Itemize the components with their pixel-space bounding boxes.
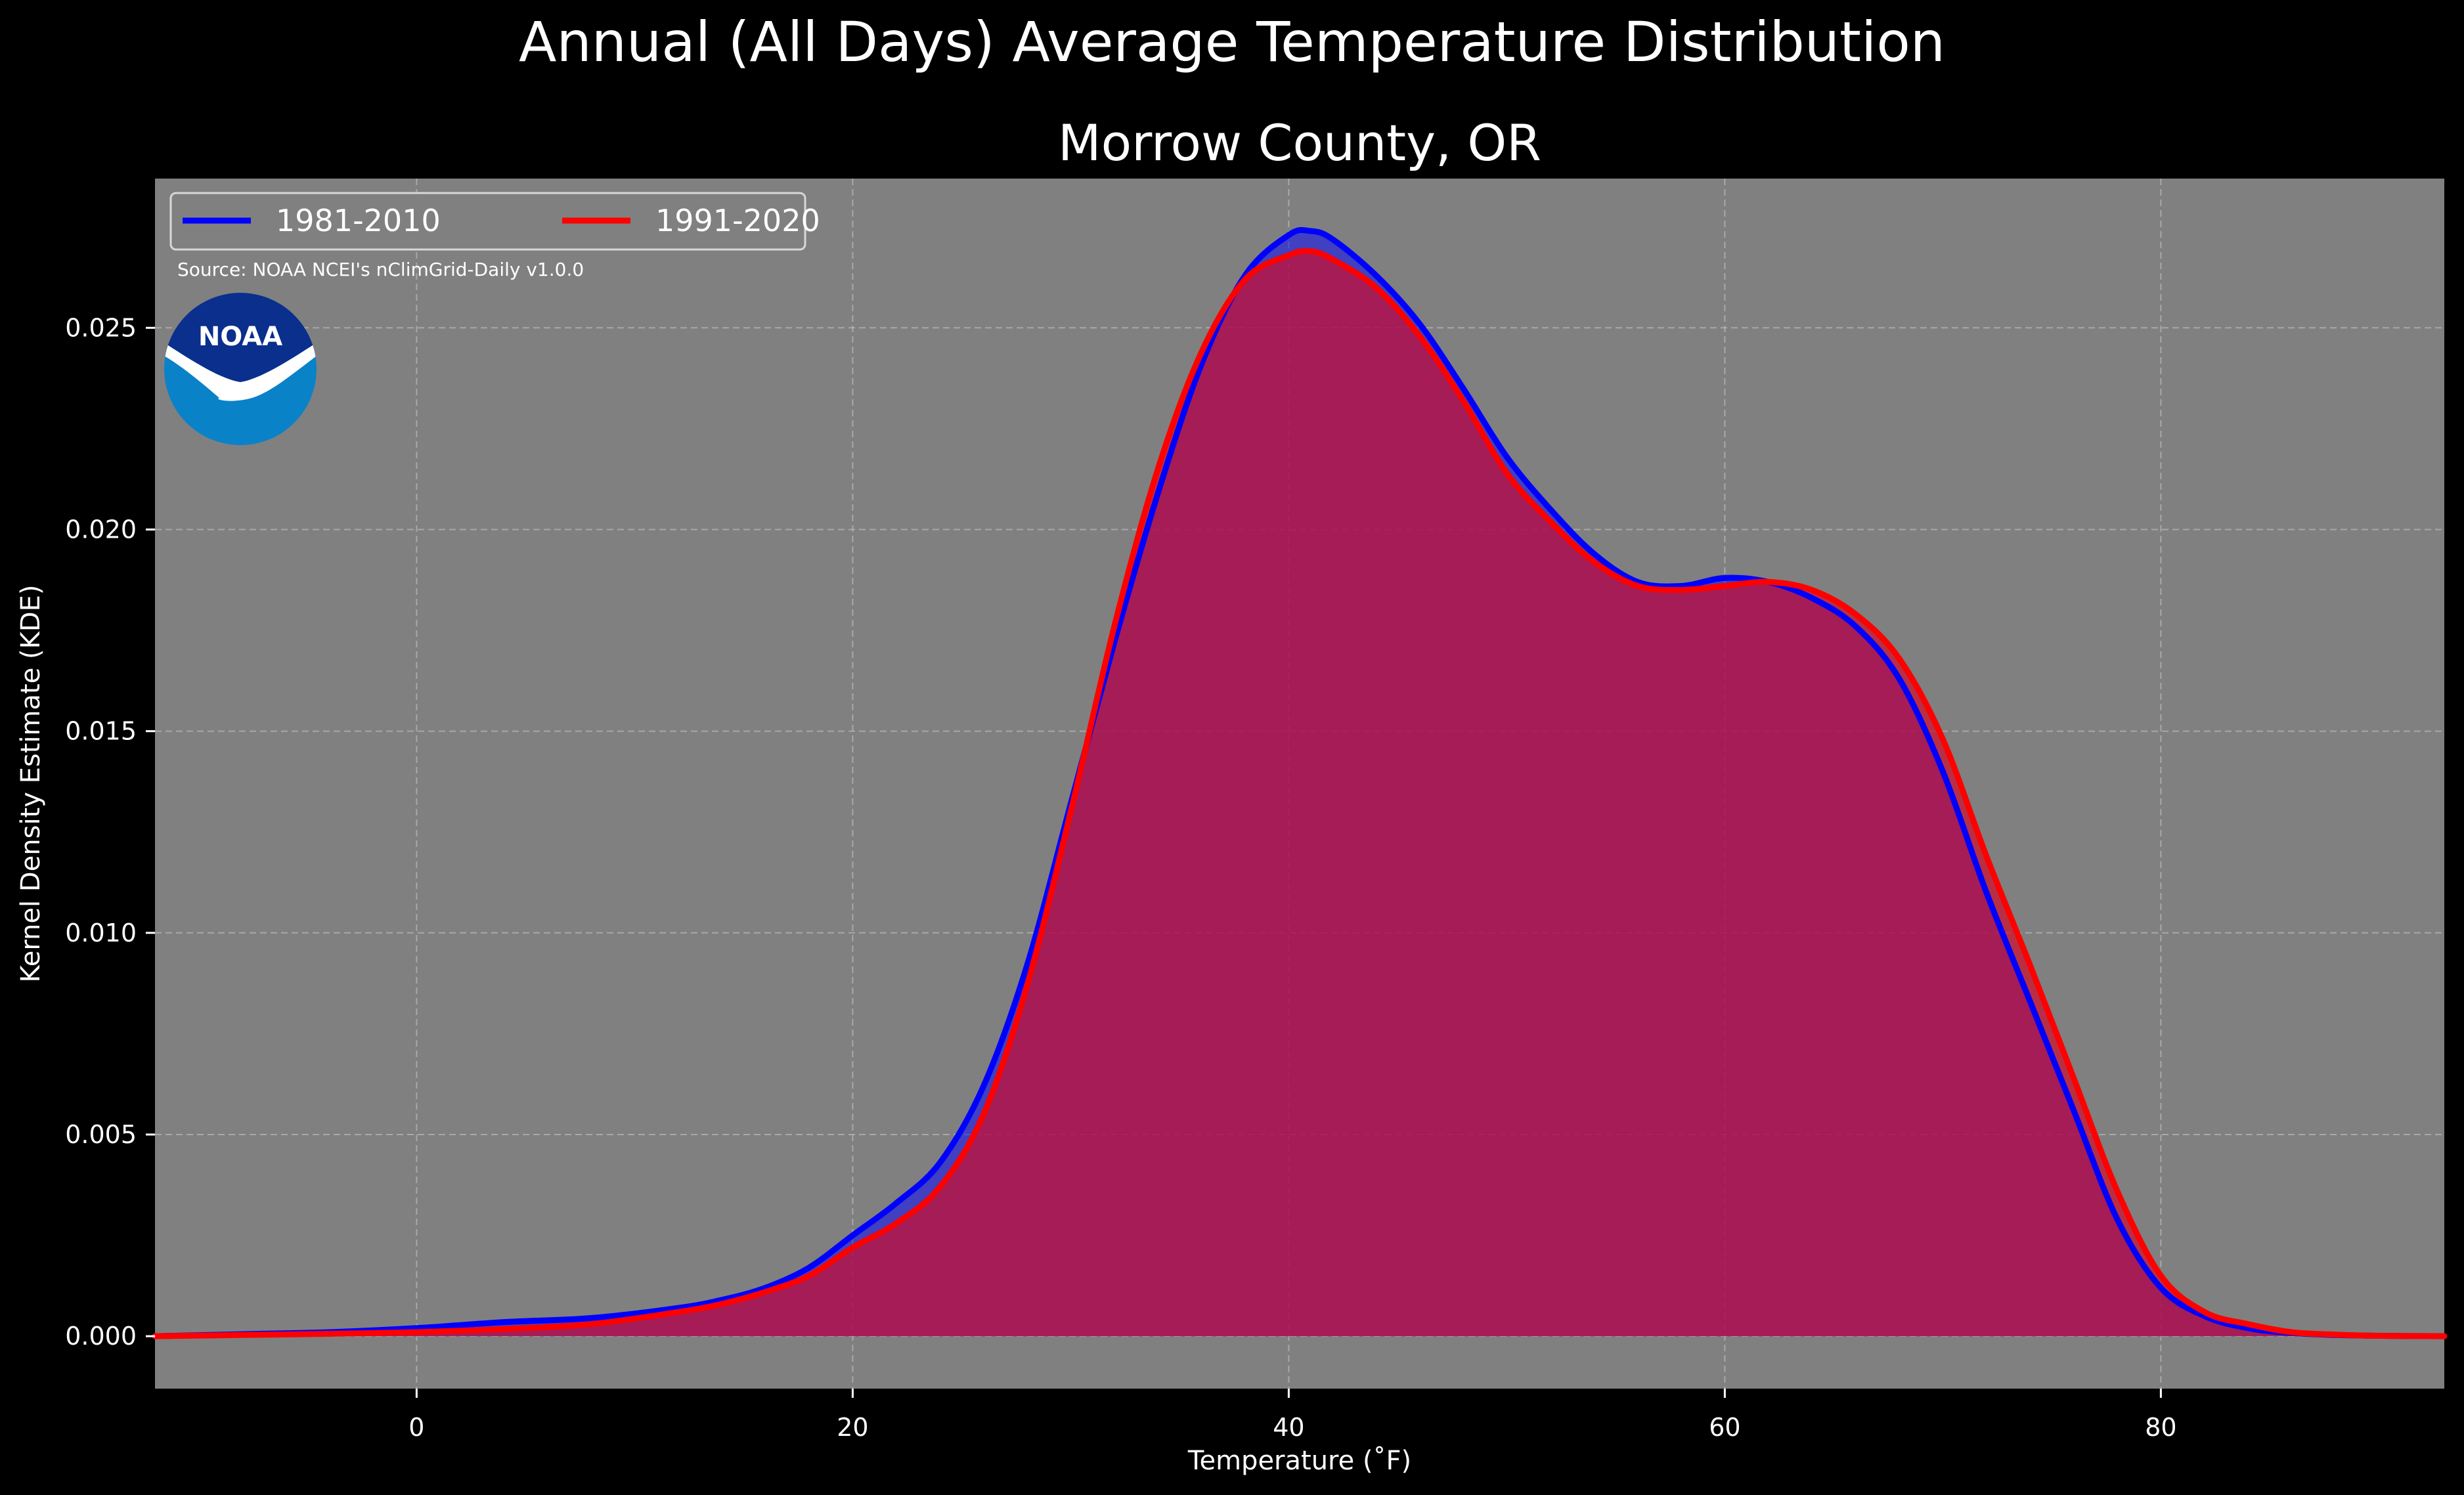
legend-label: 1981-2010 — [276, 203, 441, 238]
x-axis-label: Temperature (˚F) — [1187, 1446, 1411, 1476]
density-overlap-fill — [155, 251, 2444, 1337]
logo-text: NOAA — [198, 322, 282, 352]
density-fill — [155, 251, 2444, 1337]
legend-label: 1991-2020 — [655, 203, 820, 238]
y-tick-label: 0.025 — [65, 313, 137, 342]
density-lines — [152, 227, 2448, 1339]
density-line — [152, 227, 2448, 1339]
y-tick-label: 0.005 — [65, 1120, 137, 1149]
density-line — [152, 248, 2448, 1339]
density-fills — [155, 230, 2444, 1337]
axes: 0 20 40 60 80 0.000 0.005 0.010 0.015 0.020 0.025 T… — [16, 313, 2177, 1476]
y-tick-label: 0.015 — [65, 717, 137, 746]
noaa-logo: NOAA — [164, 293, 317, 445]
x-tick-label: 40 — [1273, 1413, 1304, 1442]
x-tick-label: 0 — [408, 1413, 424, 1442]
x-tick-label: 60 — [1709, 1413, 1740, 1442]
logo-bird — [164, 343, 317, 401]
y-axis-label: Kernel Density Estimate (KDE) — [16, 584, 46, 982]
y-tick-label: 0.020 — [65, 515, 137, 544]
source-note: Source: NOAA NCEI's nClimGrid-Daily v1.0… — [177, 259, 584, 280]
legend-box — [169, 192, 806, 251]
y-tick-label: 0.010 — [65, 919, 137, 947]
x-tick-label: 80 — [2145, 1413, 2176, 1442]
x-tick-label: 20 — [837, 1413, 868, 1442]
axes-title: Morrow County, OR — [1058, 114, 1541, 172]
figure-suptitle: Annual (All Days) Average Temperature Di… — [519, 10, 1945, 74]
y-tick-label: 0.000 — [65, 1322, 137, 1351]
legend: 1981-2010 1991-2020 Source: NOAA NCEI's nC… — [169, 192, 820, 280]
logo-dark-half — [164, 293, 317, 382]
